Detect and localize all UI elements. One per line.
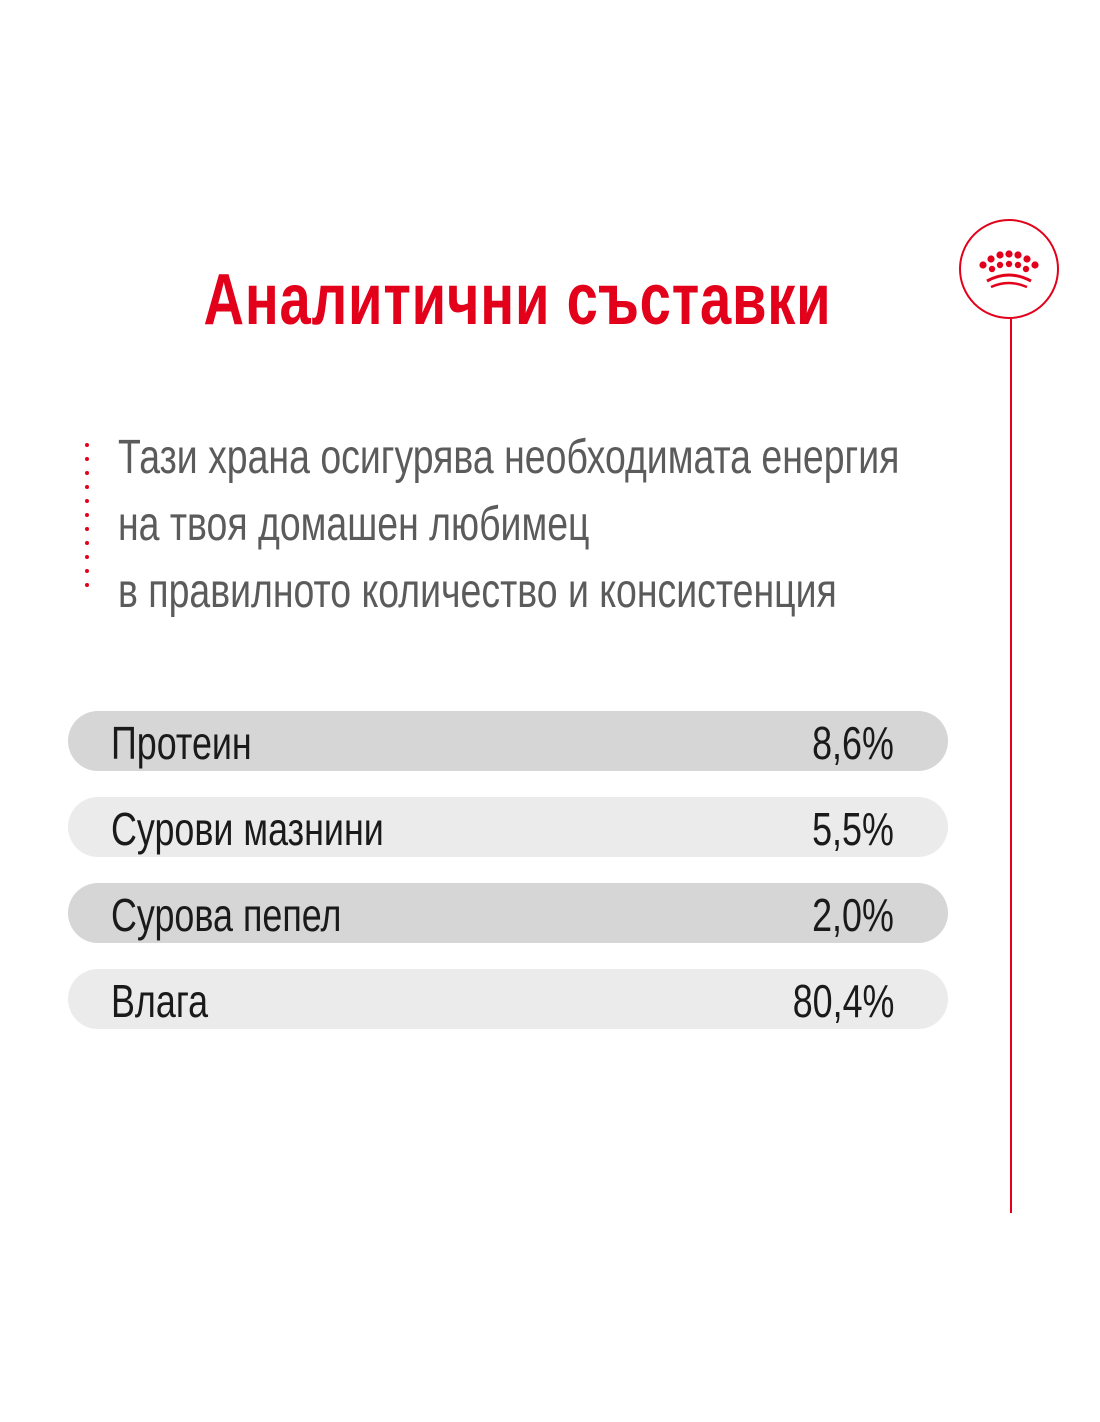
row-label: Влага bbox=[111, 975, 209, 1027]
royal-crown-icon bbox=[979, 250, 1039, 289]
row-label: Сурови мазнини bbox=[111, 803, 384, 855]
table-row: Сурови мазнини 5,5% bbox=[68, 797, 948, 857]
description-line: на твоя домашен любимец bbox=[118, 498, 590, 551]
row-value: 80,4% bbox=[792, 975, 894, 1027]
row-label: Протеин bbox=[111, 717, 252, 769]
row-label: Сурова пепел bbox=[111, 889, 342, 941]
table-row: Сурова пепел 2,0% bbox=[68, 883, 948, 943]
analytics-table: Протеин 8,6% Сурови мазнини 5,5% Сурова … bbox=[68, 711, 948, 1055]
dotted-accent-line bbox=[85, 443, 89, 587]
page-title: Аналитични съставки bbox=[203, 260, 832, 340]
table-row: Протеин 8,6% bbox=[68, 711, 948, 771]
row-value: 8,6% bbox=[812, 717, 894, 769]
description-line: в правилното количество и консистенция bbox=[118, 565, 837, 618]
row-value: 2,0% bbox=[812, 889, 894, 941]
description-line: Тази храна осигурява необходимата енерги… bbox=[118, 431, 900, 484]
description: Тази храна осигурява необходимата енерги… bbox=[118, 424, 978, 625]
row-value: 5,5% bbox=[812, 803, 894, 855]
brand-logo bbox=[959, 219, 1059, 319]
table-row: Влага 80,4% bbox=[68, 969, 948, 1029]
vertical-divider bbox=[1010, 319, 1012, 1213]
